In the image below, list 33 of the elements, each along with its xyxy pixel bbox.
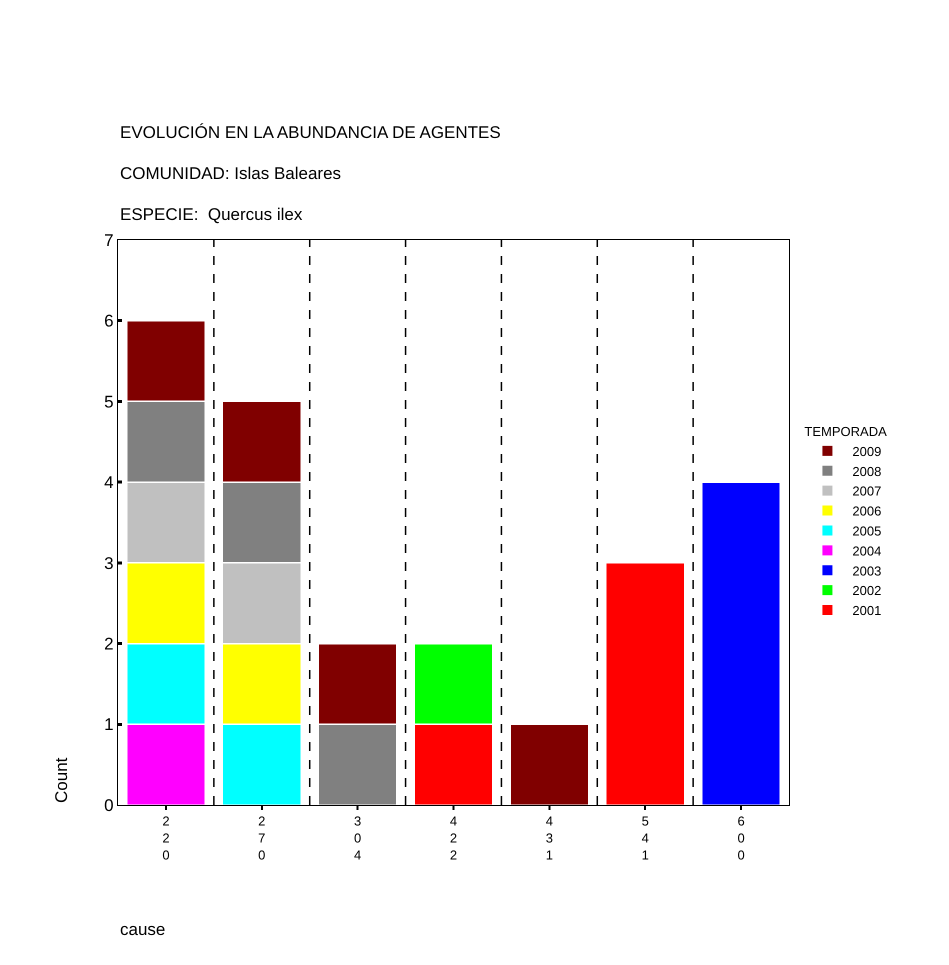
chart-title: EVOLUCIÓN EN LA ABUNDANCIA DE AGENTES xyxy=(120,123,501,142)
legend-label: 2009 xyxy=(852,444,882,459)
legend-label: 2005 xyxy=(852,524,882,539)
y-tick-label: 1 xyxy=(104,715,114,734)
legend-label: 2006 xyxy=(852,504,882,519)
y-tick-label: 6 xyxy=(104,312,114,331)
text: ESPECIE: Quercus ilex xyxy=(120,205,303,224)
x-tick-label: 600 xyxy=(737,814,745,862)
y-tick-label: 2 xyxy=(104,634,114,654)
legend-label: 2001 xyxy=(852,603,882,618)
bar xyxy=(701,481,782,805)
legend-label: 2008 xyxy=(852,464,882,479)
x-tick-label: 270 xyxy=(258,814,266,862)
chart-subtitle: COMUNIDAD: Islas Baleares xyxy=(120,164,342,183)
legend-title: TEMPORADA xyxy=(804,424,888,439)
bar xyxy=(605,562,686,805)
y-tick-label: 3 xyxy=(104,554,114,573)
y-tick-label: 5 xyxy=(104,392,114,412)
bar xyxy=(509,724,590,805)
y-tick-label: 7 xyxy=(104,230,114,250)
x-tick-label: 220 xyxy=(162,814,170,862)
legend-label: 2004 xyxy=(852,543,882,558)
x-axis-title: cause xyxy=(120,920,166,939)
y-tick-label: 4 xyxy=(104,473,114,492)
x-tick-label: 541 xyxy=(642,814,649,862)
x-tick-label: 431 xyxy=(546,814,553,862)
legend-label: 2007 xyxy=(852,484,882,499)
y-axis-title: Count xyxy=(52,757,71,803)
x-tick-label: 422 xyxy=(450,814,458,862)
legend-label: 2003 xyxy=(852,563,882,578)
y-tick-label: 0 xyxy=(104,796,114,815)
x-tick-label: 304 xyxy=(354,814,362,862)
legend-label: 2002 xyxy=(852,583,882,598)
